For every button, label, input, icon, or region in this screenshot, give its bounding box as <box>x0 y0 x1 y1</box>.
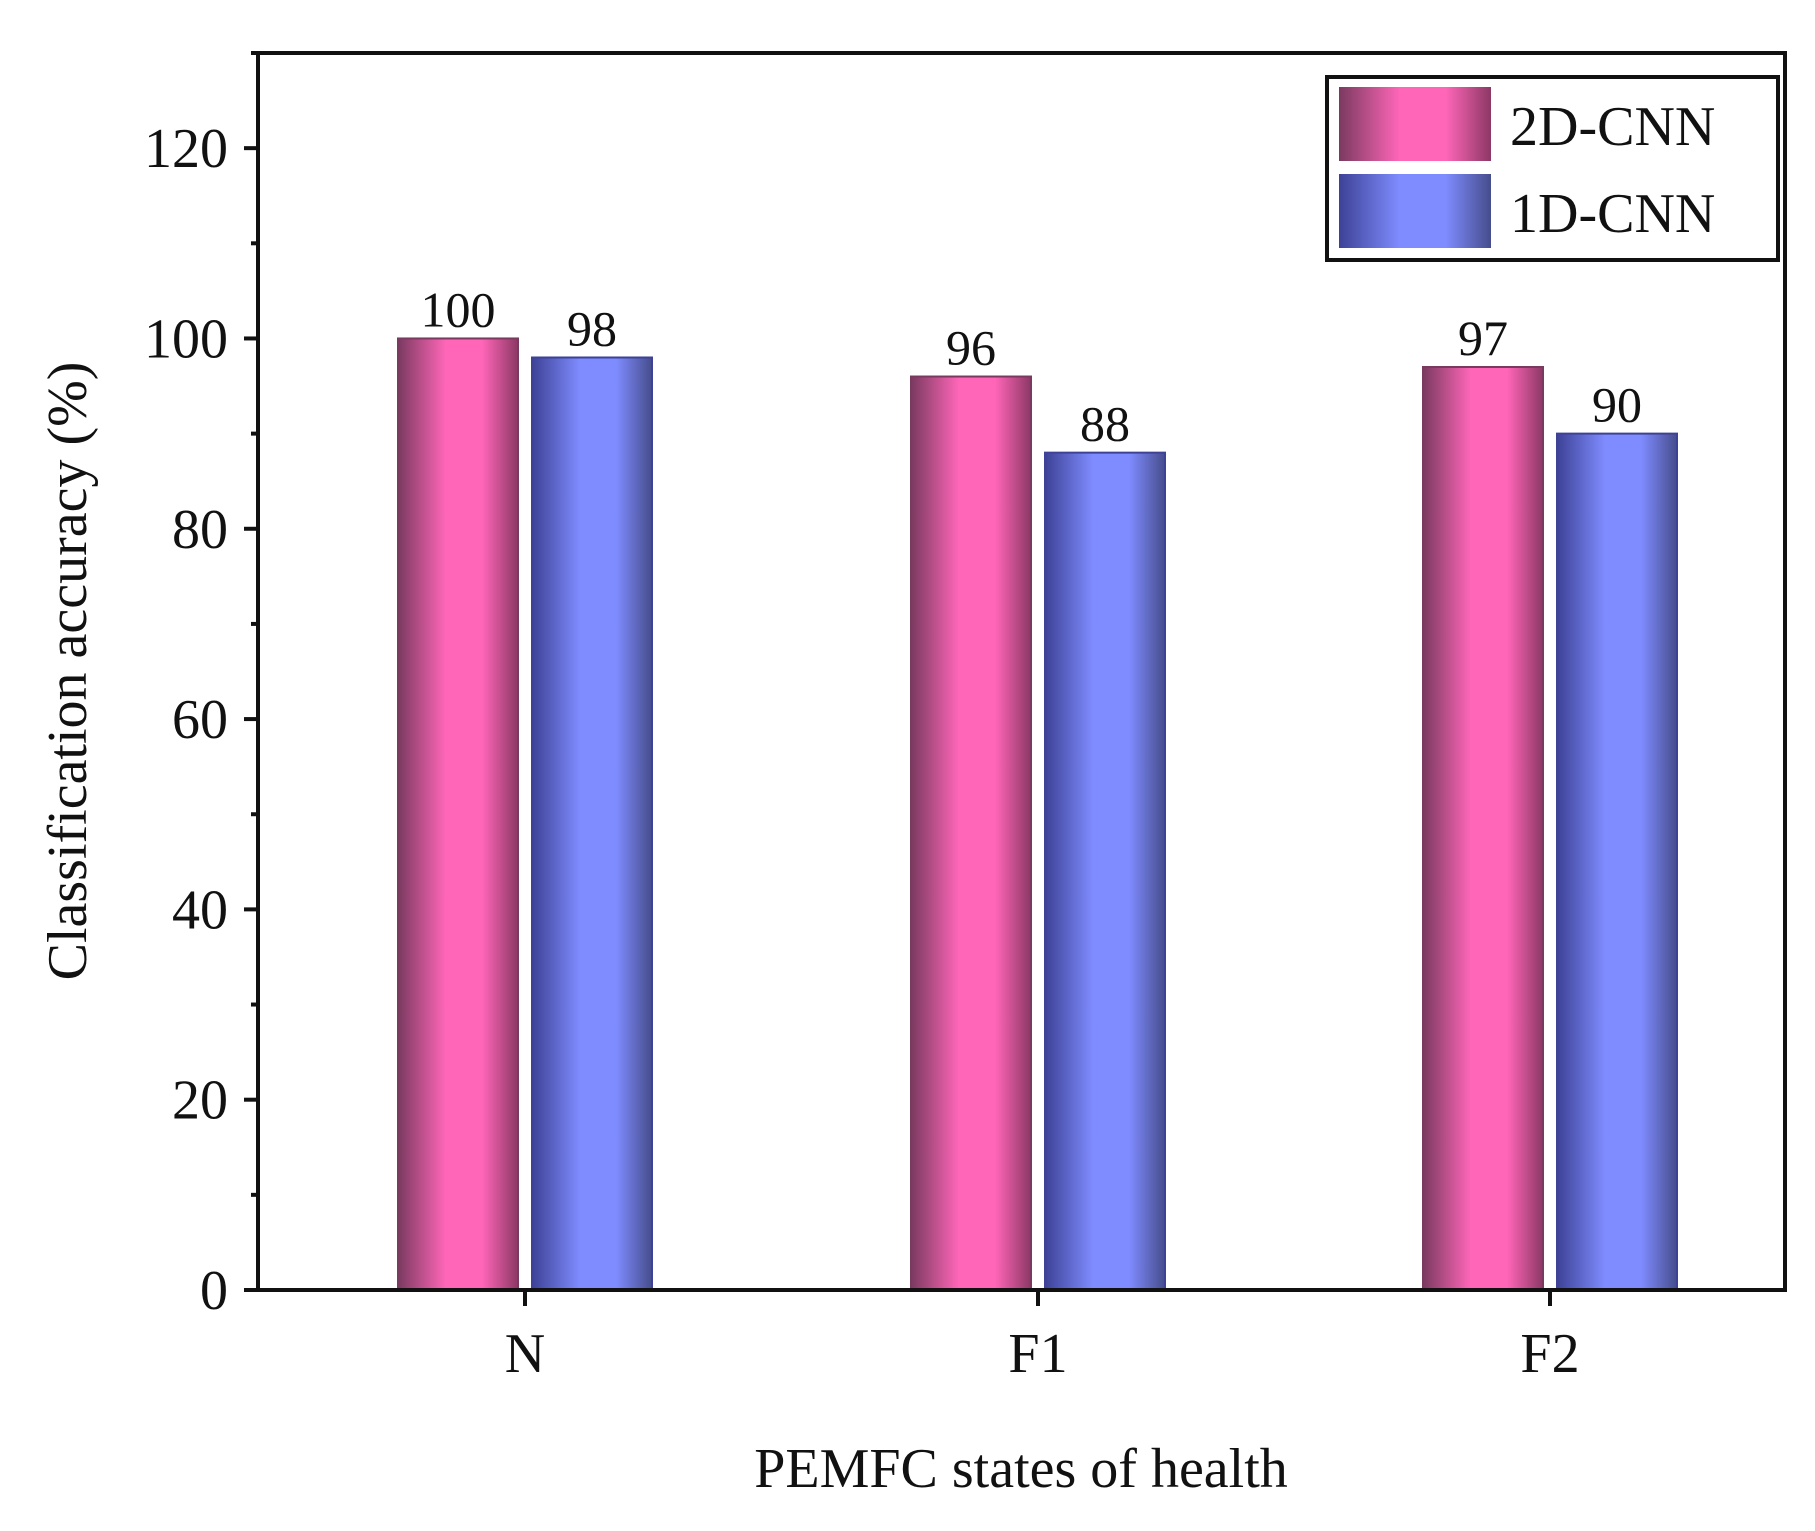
y-tick-label-0: 0 <box>200 1260 228 1322</box>
x-tick-label-f1: F1 <box>1008 1323 1067 1385</box>
bars-layer <box>397 337 1678 1292</box>
data-label-1d-cnn-n: 98 <box>567 300 617 356</box>
y-tick-label-80: 80 <box>172 499 228 561</box>
data-label-2d-cnn-f2: 97 <box>1458 310 1508 366</box>
data-label-1d-cnn-f2: 90 <box>1592 377 1642 433</box>
legend-label-2d-cnn: 2D-CNN <box>1510 96 1715 158</box>
legend: 2D-CNN 1D-CNN <box>1325 75 1780 262</box>
y-tick-label-40: 40 <box>172 879 228 941</box>
x-tick-label-f2: F2 <box>1520 1323 1579 1385</box>
y-axis: 0 20 40 60 80 100 120 <box>144 51 258 1322</box>
plot-area-frame <box>256 51 1787 1292</box>
bar-1d-cnn-f1 <box>1044 451 1166 1291</box>
x-tick-label-n: N <box>505 1323 545 1385</box>
y-axis-title: Classification accuracy (%) <box>37 362 99 981</box>
data-label-2d-cnn-f1: 96 <box>946 320 996 376</box>
y-tick-label-120: 120 <box>144 118 228 180</box>
y-tick-label-60: 60 <box>172 689 228 751</box>
data-label-2d-cnn-n: 100 <box>421 281 496 337</box>
bar-1d-cnn-n <box>531 356 653 1291</box>
y-tick-label-20: 20 <box>172 1070 228 1132</box>
bar-2d-cnn-n <box>397 337 519 1291</box>
legend-swatch-2d-cnn <box>1339 87 1491 161</box>
data-labels-layer: 100 98 96 88 97 90 <box>421 281 1643 451</box>
y-tick-label-100: 100 <box>144 308 228 370</box>
legend-swatch-1d-cnn <box>1339 174 1491 248</box>
bar-2d-cnn-f1 <box>910 375 1032 1291</box>
bar-2d-cnn-f2 <box>1422 366 1544 1291</box>
data-label-1d-cnn-f1: 88 <box>1080 396 1130 452</box>
legend-label-1d-cnn: 1D-CNN <box>1510 183 1715 245</box>
x-axis-title: PEMFC states of health <box>754 1438 1288 1500</box>
x-axis: N F1 F2 <box>505 1290 1580 1385</box>
bar-1d-cnn-f2 <box>1556 432 1678 1292</box>
